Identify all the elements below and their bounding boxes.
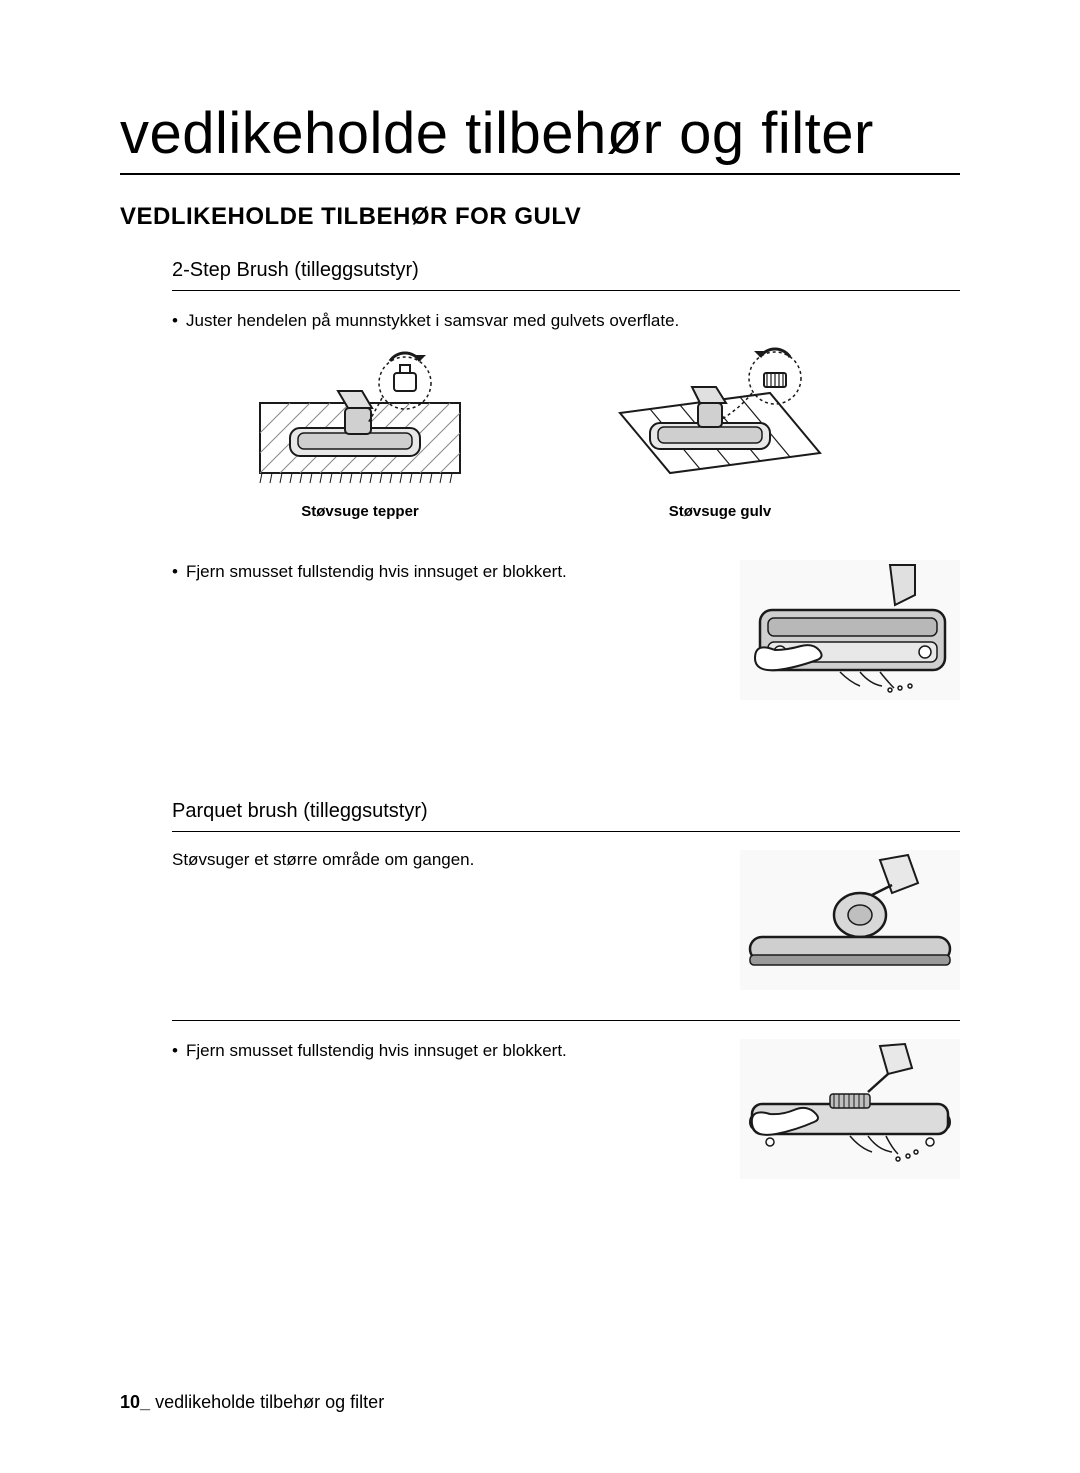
bullet-step-brush-1: • Juster hendelen på munnstykket i samsv…	[172, 309, 960, 333]
bullet-dot-icon: •	[172, 1039, 186, 1063]
figure-floor: Støvsuge gulv	[610, 343, 830, 520]
divider-line	[172, 1020, 960, 1021]
figure-carpet: Støvsuge tepper	[250, 343, 470, 520]
chapter-title: vedlikeholde tilbehør og filter	[120, 100, 960, 175]
parquet-clean-row: • Fjern smusset fullstendig hvis innsuge…	[120, 1039, 960, 1179]
bullet-text: Fjern smusset fullstendig hvis innsuget …	[186, 1039, 720, 1063]
footer-text: vedlikeholde tilbehør og filter	[155, 1392, 384, 1412]
figure-row-step-brush: Støvsuge tepper	[180, 343, 900, 520]
parquet-desc-text: Støvsuger et større område om gangen.	[172, 850, 720, 870]
floor-nozzle-illustration	[610, 343, 830, 493]
bullet-dot-icon: •	[172, 309, 186, 333]
bullet-parquet-1: • Fjern smusset fullstendig hvis innsuge…	[172, 1039, 720, 1063]
figure-caption-floor: Støvsuge gulv	[669, 503, 772, 520]
parquet-underside-illustration	[740, 1039, 960, 1179]
step-brush-underside-illustration	[740, 560, 960, 700]
bullet-text: Fjern smusset fullstendig hvis innsuget …	[186, 560, 720, 584]
subheading-step-brush: 2-Step Brush (tilleggsutstyr)	[172, 259, 960, 291]
section-title: VEDLIKEHOLDE TILBEHØR FOR GULV	[120, 203, 960, 231]
bullet-step-brush-2: • Fjern smusset fullstendig hvis innsuge…	[172, 560, 720, 584]
parquet-desc-row: Støvsuger et større område om gangen.	[120, 850, 960, 990]
parquet-brush-illustration	[740, 850, 960, 990]
page-footer: 10_ vedlikeholde tilbehør og filter	[120, 1392, 384, 1413]
step-brush-clean-row: • Fjern smusset fullstendig hvis innsuge…	[120, 560, 960, 700]
subheading-parquet: Parquet brush (tilleggsutstyr)	[172, 800, 960, 832]
figure-caption-carpet: Støvsuge tepper	[301, 503, 419, 520]
bullet-dot-icon: •	[172, 560, 186, 584]
footer-page-number: 10_	[120, 1392, 150, 1412]
bullet-text: Juster hendelen på munnstykket i samsvar…	[186, 309, 960, 333]
carpet-nozzle-illustration	[250, 343, 470, 493]
